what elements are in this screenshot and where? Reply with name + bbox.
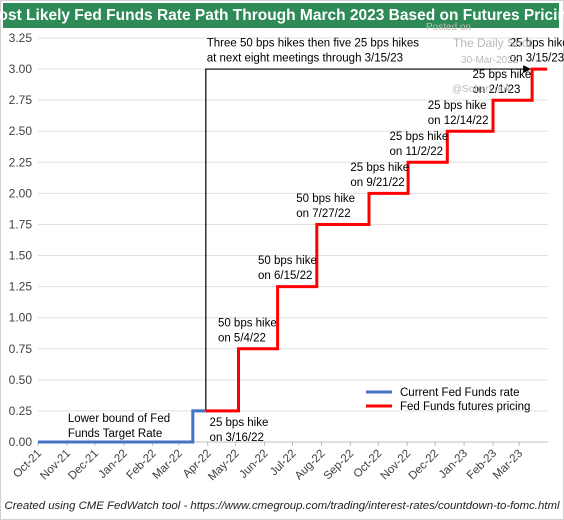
x-tick-label: Mar-22 <box>151 448 185 482</box>
x-tick-label: Aug-22 <box>293 448 328 483</box>
annotations: Lower bound of Fed Funds Target Rate 25 bp… <box>68 38 564 444</box>
series-line-fed-funds-futures-pricing <box>205 67 548 413</box>
legend: Current Fed Funds rate Fed Funds futures … <box>366 387 530 413</box>
x-tick-label: Sep-22 <box>322 448 357 483</box>
annotation-label: 50 bps hike on 6/15/22 <box>258 255 317 282</box>
y-tick-label: 1.25 <box>9 280 33 294</box>
y-tick-label: 2.50 <box>9 124 33 138</box>
annotation-label: 50 bps hike on 5/4/22 <box>218 317 277 344</box>
y-tick-label: 0.25 <box>9 404 33 418</box>
y-tick-label: 2.25 <box>9 155 33 169</box>
annotation-bracket <box>205 65 532 411</box>
x-tick-label: Dec-21 <box>66 448 101 483</box>
x-tick-label: Dec-22 <box>407 448 442 483</box>
y-tick-label: 3.25 <box>9 31 33 45</box>
annotation-label: 25 bps hike on 3/15/23 <box>510 38 564 65</box>
chart-canvas: 0.00 0.25 0.50 0.75 1.00 1.25 1.50 1.75 2.00 2.25… <box>9 31 564 483</box>
annotation-label: 50 bps hike on 7/27/22 <box>296 193 355 220</box>
x-tick-label: Jan-22 <box>97 448 130 481</box>
annotation-label: 25 bps hike on 12/14/22 <box>428 100 489 127</box>
legend-label: Current Fed Funds rate <box>400 387 520 399</box>
series-lines <box>38 67 548 444</box>
x-tick-label: Nov-21 <box>38 448 73 483</box>
grid-lines <box>38 37 548 443</box>
y-tick-label: 1.75 <box>9 217 33 231</box>
y-axis: 0.00 0.25 0.50 0.75 1.00 1.25 1.50 1.75 2.00 2.25… <box>9 31 33 449</box>
x-tick-label: Nov-22 <box>379 448 414 483</box>
source-footer: Created using CME FedWatch tool - https:… <box>4 500 560 512</box>
y-tick-label: 0.50 <box>9 373 33 387</box>
watermark-daily-shot: The Daily Shot <box>453 36 532 50</box>
x-tick-label: May-22 <box>206 448 242 484</box>
chart-title-bar: Most Likely Fed Funds Rate Path Through … <box>0 3 564 28</box>
annotation-label: Lower bound of Fed Funds Target Rate <box>68 413 170 440</box>
watermark-posted-on: Posted on <box>426 22 472 33</box>
y-tick-label: 1.00 <box>9 311 33 325</box>
x-axis: Oct-21Nov-21Dec-21Jan-22Feb-22Mar-22Apr-… <box>11 442 525 483</box>
x-tick-label: Mar-23 <box>491 448 525 482</box>
x-tick-label: Jan-23 <box>437 448 470 481</box>
bracket-arrow <box>205 65 532 411</box>
y-tick-label: 2.75 <box>9 93 33 107</box>
annotation-label: 25 bps hike on 2/1/23 <box>472 69 531 96</box>
y-tick-label: 2.00 <box>9 186 33 200</box>
y-tick-label: 0.75 <box>9 342 33 356</box>
annotation-label: 25 bps hike on 3/16/22 <box>210 417 269 444</box>
y-tick-label: 0.00 <box>9 435 33 449</box>
annotation-label: 25 bps hike on 11/2/22 <box>389 131 448 158</box>
chart-title: Most Likely Fed Funds Rate Path Through … <box>0 6 564 24</box>
watermark-handle: @SoberLook <box>452 84 511 95</box>
series-line-current-fed-funds-rate <box>38 409 206 444</box>
y-tick-label: 3.00 <box>9 62 33 76</box>
x-tick-label: Jun-22 <box>237 448 270 481</box>
annotation-label: Three 50 bps hikes then five 25 bps hike… <box>207 38 419 65</box>
watermark-date: 30-Mar-2022 <box>461 55 519 66</box>
legend-label: Fed Funds futures pricing <box>400 401 530 413</box>
annotation-label: 25 bps hike on 9/21/22 <box>350 162 409 189</box>
y-tick-label: 1.50 <box>9 249 33 263</box>
